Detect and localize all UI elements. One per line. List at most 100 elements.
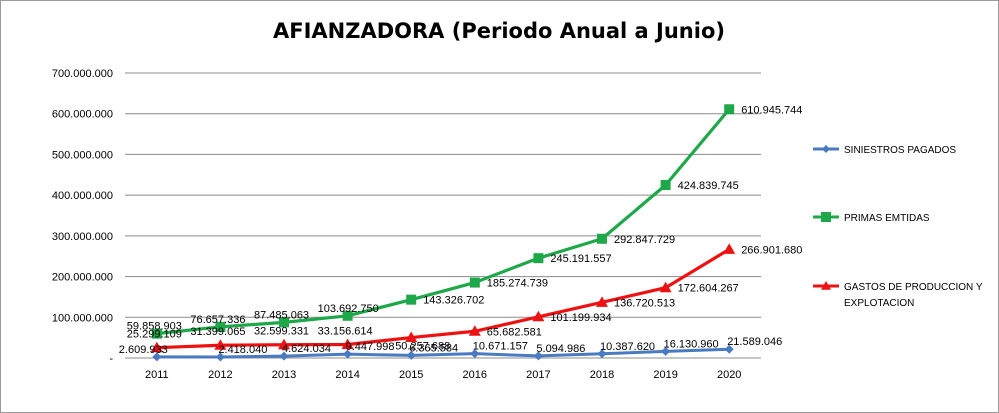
data-point bbox=[214, 339, 227, 350]
x-tick-label: 2017 bbox=[526, 369, 550, 381]
data-point bbox=[659, 281, 672, 293]
series-2 bbox=[151, 104, 735, 339]
y-tick-label: 200.000.000 bbox=[52, 272, 113, 284]
data-point bbox=[406, 350, 416, 360]
data-label: 6.365.584 bbox=[409, 342, 458, 354]
x-tick-label: 2014 bbox=[335, 369, 359, 381]
data-label: 25.299.109 bbox=[127, 329, 182, 341]
chart-title: AFIANZADORA (Periodo Anual a Junio) bbox=[273, 19, 725, 43]
data-point bbox=[821, 281, 831, 290]
y-axis-ticks: - 100.000.000 200.000.000 300.000.000 400.00… bbox=[52, 68, 114, 365]
x-tick-label: 2016 bbox=[463, 369, 487, 381]
data-point bbox=[215, 321, 226, 332]
series-3 bbox=[150, 243, 736, 353]
legend-label: SINIESTROS PAGADOS bbox=[844, 145, 956, 156]
legend-label: PRIMAS EMTIDAS bbox=[844, 213, 930, 224]
data-point bbox=[724, 104, 735, 115]
x-tick-label: 2015 bbox=[399, 369, 423, 381]
x-tick-label: 2020 bbox=[717, 369, 741, 381]
data-point bbox=[597, 349, 607, 359]
data-label: 33.156.614 bbox=[318, 326, 373, 338]
data-label: 136.720.513 bbox=[614, 297, 675, 309]
data-label: 424.839.745 bbox=[678, 180, 739, 192]
data-point bbox=[215, 352, 225, 362]
y-tick-label: 700.000.000 bbox=[52, 68, 113, 80]
data-label: 87.485.063 bbox=[254, 309, 309, 321]
legend-item-1: SINIESTROS PAGADOS bbox=[813, 145, 956, 156]
data-label: 59.858.903 bbox=[127, 321, 182, 333]
x-tick-label: 2011 bbox=[145, 369, 169, 381]
data-label: 2.609.933 bbox=[119, 344, 168, 356]
data-label: 172.604.267 bbox=[678, 283, 739, 295]
data-label: 31.399.065 bbox=[190, 326, 245, 338]
data-point bbox=[343, 349, 353, 359]
data-label: 9.447.998 bbox=[346, 341, 395, 353]
y-tick-label: 100.000.000 bbox=[52, 312, 113, 324]
data-point bbox=[723, 243, 736, 254]
data-point bbox=[278, 338, 290, 350]
data-point bbox=[661, 346, 671, 356]
data-point bbox=[660, 180, 671, 191]
series-line bbox=[156, 108, 731, 336]
data-point bbox=[279, 351, 289, 361]
x-tick-label: 2019 bbox=[653, 369, 677, 381]
data-label: 10.671.157 bbox=[473, 341, 528, 353]
data-point bbox=[406, 294, 417, 305]
data-labels-layer: 2.609.933 2.418.040 4.624.034 9.447.998 6.36… bbox=[119, 104, 803, 356]
data-label: 2.418.040 bbox=[218, 344, 267, 356]
x-axis-ticks: 2011 2012 2013 2014 2015 2016 2017 2018 2019 2020 bbox=[145, 369, 741, 381]
data-point bbox=[596, 296, 608, 307]
legend-item-2: PRIMAS EMTIDAS bbox=[813, 212, 930, 224]
data-point bbox=[342, 310, 353, 321]
y-tick-label: 600.000.000 bbox=[52, 109, 113, 121]
data-point bbox=[822, 145, 830, 153]
data-point bbox=[341, 338, 354, 350]
y-tick-label: 500.000.000 bbox=[52, 149, 113, 161]
y-tick-label: 300.000.000 bbox=[52, 231, 113, 243]
data-label: 50.257.688 bbox=[395, 341, 450, 353]
data-point bbox=[150, 341, 163, 353]
data-label: 101.199.934 bbox=[550, 312, 611, 324]
data-point bbox=[532, 310, 545, 322]
data-label: 21.589.046 bbox=[727, 336, 782, 348]
data-label: 5.094.986 bbox=[536, 343, 585, 355]
data-label: 292.847.729 bbox=[614, 234, 675, 246]
data-point bbox=[533, 253, 544, 264]
data-point bbox=[405, 331, 418, 343]
x-tick-label: 2012 bbox=[208, 369, 232, 381]
legend: SINIESTROS PAGADOS PRIMAS EMTIDAS GASTOS D… bbox=[813, 145, 983, 309]
data-label: 245.191.557 bbox=[550, 253, 611, 265]
y-tick-label: 400.000.000 bbox=[52, 190, 113, 202]
data-label: 610.945.744 bbox=[741, 104, 802, 116]
data-label: 32.599.331 bbox=[254, 326, 309, 338]
data-label: 10.387.620 bbox=[600, 341, 655, 353]
data-point bbox=[151, 328, 162, 339]
data-label: 76.657.336 bbox=[190, 314, 245, 326]
data-point bbox=[724, 344, 734, 354]
data-label: 143.326.702 bbox=[423, 295, 484, 307]
data-point bbox=[469, 277, 480, 288]
series-line bbox=[156, 347, 730, 359]
legend-item-3: GASTOS DE PRODUCCION Y EXPLOTACION bbox=[813, 281, 983, 309]
series-line bbox=[156, 247, 731, 350]
data-point bbox=[470, 349, 480, 359]
data-point bbox=[152, 352, 162, 362]
data-point bbox=[821, 212, 831, 222]
data-label: 103.692.750 bbox=[318, 303, 379, 315]
x-tick-label: 2013 bbox=[272, 369, 296, 381]
data-label: 4.624.034 bbox=[282, 343, 331, 355]
legend-label: GASTOS DE PRODUCCION Y bbox=[844, 282, 983, 293]
data-label: 185.274.739 bbox=[487, 278, 548, 290]
data-label: 65.682.581 bbox=[487, 326, 542, 338]
data-point bbox=[533, 351, 543, 361]
legend-label: EXPLOTACION bbox=[844, 298, 914, 309]
series-layer bbox=[150, 104, 736, 362]
x-tick-label: 2018 bbox=[590, 369, 614, 381]
data-point bbox=[279, 317, 289, 328]
gridlines bbox=[125, 72, 761, 359]
data-label: 16.130.960 bbox=[664, 338, 719, 350]
data-label: 266.901.680 bbox=[741, 244, 802, 256]
data-point bbox=[597, 233, 607, 244]
